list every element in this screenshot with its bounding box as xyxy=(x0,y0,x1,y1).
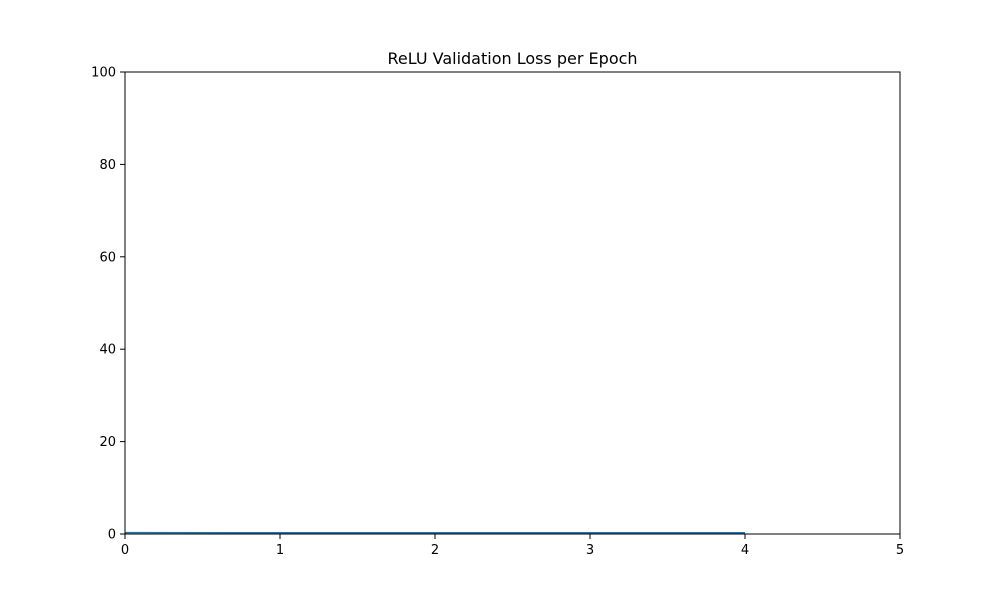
y-tick-label: 60 xyxy=(99,250,116,265)
x-tick-label: 5 xyxy=(896,543,904,558)
x-tick-label: 3 xyxy=(586,543,594,558)
y-tick-label: 100 xyxy=(91,66,116,81)
x-tick-label: 2 xyxy=(431,543,439,558)
x-tick-label: 4 xyxy=(741,543,749,558)
y-tick-label: 80 xyxy=(99,158,116,173)
plot-background xyxy=(125,72,900,534)
chart-title: ReLU Validation Loss per Epoch xyxy=(387,49,637,68)
y-axis: 0 20 40 60 80 100 xyxy=(91,66,125,543)
axes-frame xyxy=(124,71,901,535)
y-tick-label: 20 xyxy=(99,435,116,450)
x-tick-label: 1 xyxy=(276,543,284,558)
x-axis: 0 1 2 3 4 5 xyxy=(121,534,904,558)
y-tick-label: 0 xyxy=(108,528,116,543)
y-tick-label: 40 xyxy=(99,343,116,358)
x-tick-label: 0 xyxy=(121,543,129,558)
